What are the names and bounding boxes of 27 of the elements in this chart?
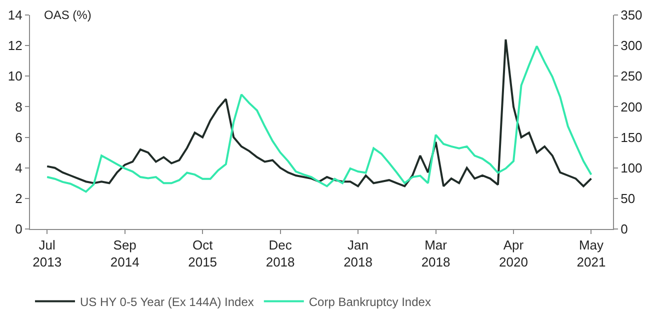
y2-tick-label: 0 — [620, 222, 628, 237]
y-tick-label: 14 — [8, 8, 22, 23]
y-tick-label: 8 — [15, 99, 22, 114]
x-tick-label: Sep 2014 — [110, 238, 140, 270]
x-tick-label: Jan 2018 — [344, 238, 372, 270]
y2-tick-label: 150 — [620, 130, 642, 145]
y2-tick-label: 350 — [620, 8, 642, 23]
y2-tick-label: 300 — [620, 38, 642, 54]
x-tick-label: Mar 2018 — [421, 238, 450, 270]
y2-tick-label: 250 — [620, 68, 642, 84]
y2-tick-label: 50 — [620, 190, 636, 206]
x-tick-label: Dec 2018 — [266, 238, 295, 270]
y2-tick-label: 100 — [620, 160, 642, 176]
x-tick-label: Jul 2013 — [32, 238, 62, 270]
y-tick-label: 12 — [8, 38, 22, 54]
y-tick-label: 10 — [8, 68, 22, 84]
y-tick-label: 4 — [15, 160, 22, 176]
legend-label: US HY 0-5 Year (Ex 144A) Index — [80, 294, 254, 309]
x-tick-label: May 2021 — [576, 238, 606, 270]
x-tick-label: Apr 2020 — [499, 238, 528, 270]
y-tick-label: 2 — [15, 190, 22, 206]
legend-label: Corp Bankruptcy Index — [308, 294, 431, 309]
y-axis-title: OAS (%) — [44, 8, 92, 22]
x-tick-label: Oct 2015 — [188, 238, 218, 270]
y-tick-label: 0 — [15, 222, 22, 237]
y2-tick-label: 200 — [620, 99, 642, 114]
y-tick-label: 6 — [15, 130, 22, 145]
